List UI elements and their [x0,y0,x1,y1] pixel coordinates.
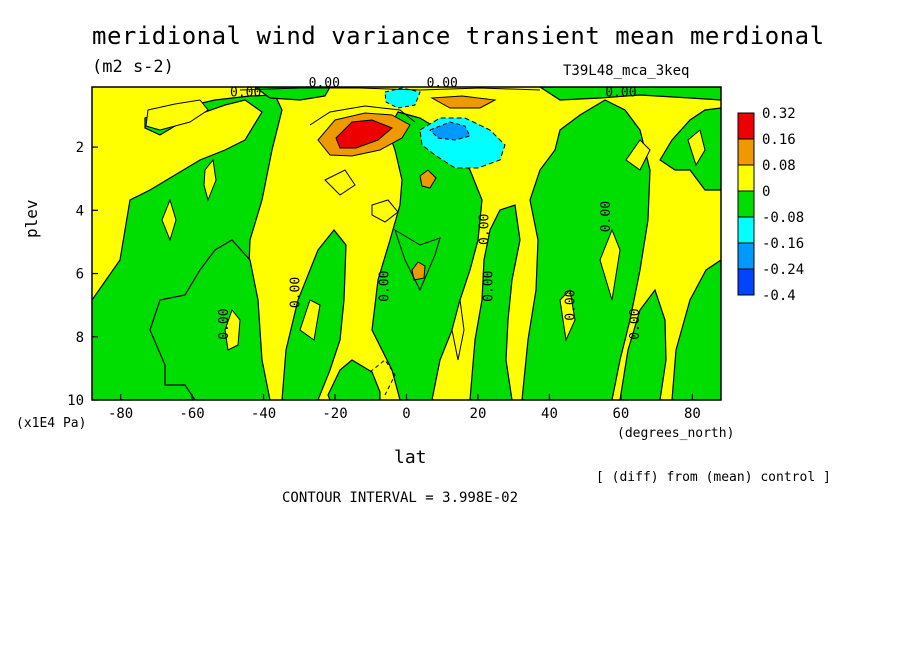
contour-label: 0.00 [628,308,643,339]
colorbar-label: 0.32 [762,106,796,122]
contour-label: 0.00 [378,271,393,302]
y-tick-label: 2 [76,140,84,156]
colorbar-swatch [737,112,755,140]
x-tick-label: 60 [613,406,630,422]
x-tick-label: -60 [179,406,204,422]
colorbar-label: -0.24 [762,262,804,278]
contour-label: 0.00 [288,277,303,308]
diff-note: [ (diff) from (mean) control ] [596,470,831,485]
colorbar-label: -0.4 [762,288,796,304]
chart-title: meridional wind variance transient mean … [92,22,825,50]
contour-label: 0.00 [605,85,636,100]
x-tick-label: -80 [108,406,133,422]
contour-label: 0.00 [309,76,340,91]
x-tick-label: 40 [541,406,558,422]
colorbar-swatch [737,242,755,270]
contour-label: 0.00 [599,201,614,232]
x-tick-label: -40 [251,406,276,422]
colorbar-label: 0 [762,184,770,200]
contour-label: 0.00 [230,85,261,100]
positive-pockets [145,99,706,361]
y-tick-label: 10 [67,393,84,409]
contour-label: 0.00 [481,271,496,302]
contour-label: 0.00 [427,76,458,91]
colorbar-label: -0.08 [762,210,804,226]
contour-label: 0.00 [563,289,578,320]
colorbar-swatch [737,216,755,244]
contour-lines [239,87,541,396]
y-tick-label: 8 [76,330,84,346]
colorbar-swatch [737,164,755,192]
x-tick-label: 20 [470,406,487,422]
colorbar-swatch [737,190,755,218]
colorbar-swatch [737,268,755,296]
colorbar-label: -0.16 [762,236,804,252]
y-axis-units: (x1E4 Pa) [16,416,87,431]
colorbar-label: 0.08 [762,158,796,174]
contour-label: 0.00 [478,214,493,245]
x-tick-label: 0 [402,406,410,422]
run-label: T39L48_mca_3keq [563,63,690,79]
x-tick-label: -20 [322,406,347,422]
contour-interval: CONTOUR INTERVAL = 3.998E-02 [282,490,519,506]
negative-core [384,87,506,169]
y-tick-label: 6 [76,267,84,283]
x-tick-label: 80 [684,406,701,422]
y-tick-label: 4 [76,203,84,219]
x-axis-label: lat [394,447,427,468]
x-axis-units: (degrees_north) [617,426,735,441]
colorbar-label: 0.16 [762,132,796,148]
chart-units: (m2 s-2) [92,57,174,77]
colorbar-swatch [737,138,755,166]
positive-core [317,95,497,281]
contour-label: 0.00 [217,308,232,339]
